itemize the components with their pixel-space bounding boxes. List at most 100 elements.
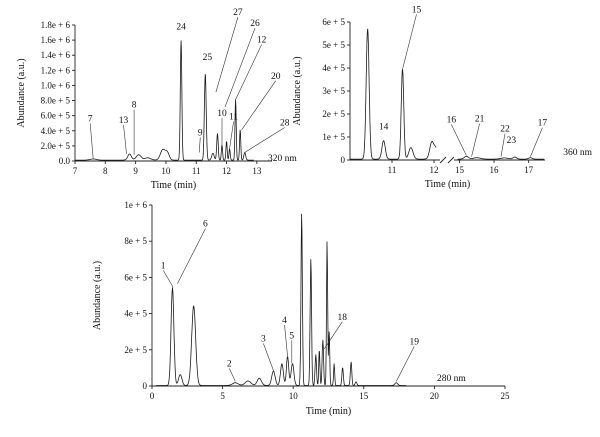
peak-leader-line bbox=[229, 368, 236, 382]
y-tick-label: 4.0e + 5 bbox=[41, 126, 71, 136]
y-tick-label: 0.0 bbox=[59, 156, 71, 166]
y-tick-label: 6e + 5 bbox=[124, 272, 147, 282]
peak-label: 10 bbox=[217, 109, 227, 119]
y-tick-label: 5e + 5 bbox=[322, 40, 345, 50]
chromatogram-trace bbox=[74, 40, 254, 161]
y-tick-label: 6.0e + 5 bbox=[41, 111, 71, 121]
peak-label: 22 bbox=[500, 125, 510, 135]
peak-leader-line bbox=[241, 80, 276, 130]
y-tick-label: 2e + 5 bbox=[124, 345, 147, 355]
peak-leader-line bbox=[235, 44, 262, 100]
peak-label: 9 bbox=[198, 128, 203, 138]
peak-label: 19 bbox=[410, 337, 420, 347]
x-tick-label: 15 bbox=[359, 391, 369, 401]
peak-label: 11 bbox=[229, 113, 238, 123]
peak-label: 4 bbox=[282, 316, 287, 326]
peak-label: 3 bbox=[261, 335, 266, 345]
axis-break-mark bbox=[439, 156, 447, 164]
x-axis-title: Time (min) bbox=[306, 406, 351, 417]
x-tick-label: 17 bbox=[524, 165, 534, 175]
peak-leader-line bbox=[198, 137, 201, 153]
y-tick-label: 0 bbox=[341, 155, 346, 165]
peak-label: 25 bbox=[203, 53, 213, 63]
y-tick-label: 4e + 5 bbox=[322, 63, 345, 73]
y-tick-label: 1.0e + 6 bbox=[41, 80, 71, 90]
y-tick-label: 1.4e + 6 bbox=[41, 50, 71, 60]
peak-leader-line bbox=[229, 121, 234, 149]
x-tick-label: 25 bbox=[501, 391, 511, 401]
peak-label: 16 bbox=[447, 116, 457, 126]
peak-label: 23 bbox=[507, 136, 517, 146]
peak-leader-line bbox=[177, 228, 206, 284]
y-axis-title: Abundance (a.u.) bbox=[292, 56, 303, 125]
x-tick-label: 11 bbox=[192, 166, 201, 176]
peak-leader-line bbox=[224, 28, 256, 108]
peak-leader-line bbox=[402, 14, 417, 70]
peak-leader-line bbox=[451, 124, 467, 156]
y-tick-label: 1e + 5 bbox=[322, 132, 345, 142]
x-tick-label: 12 bbox=[430, 165, 439, 175]
chromatogram-trace bbox=[349, 28, 437, 160]
chromatogram-320nm: 0.0 2.0e + 5 4.0e + 5 6.0e + 5 8.0e + 5 1.0e … bbox=[16, 8, 297, 191]
peak-label: 24 bbox=[176, 23, 186, 33]
y-tick-label: 1.6e + 6 bbox=[41, 35, 71, 45]
peak-label: 21 bbox=[475, 115, 485, 125]
y-tick-label: 0 bbox=[143, 381, 148, 391]
y-tick-label: 2.0e + 5 bbox=[41, 141, 71, 151]
peak-leader-line bbox=[396, 346, 415, 382]
y-tick-label: 2e + 5 bbox=[322, 109, 345, 119]
peak-label: 2 bbox=[227, 359, 232, 369]
x-tick-label: 8 bbox=[103, 166, 108, 176]
peak-leader-line bbox=[162, 270, 174, 288]
peak-label: 17 bbox=[538, 119, 548, 129]
x-tick-label: 5 bbox=[220, 391, 225, 401]
peak-leader-line bbox=[89, 123, 94, 159]
chromatogram-trace bbox=[457, 155, 545, 160]
peak-leader-line bbox=[471, 123, 480, 157]
chromatogram-360nm: 0 1e + 5 2e + 5 3e + 5 4e + 5 5e + 5 6e + 5 11 1… bbox=[292, 5, 593, 190]
peak-label: 20 bbox=[271, 72, 281, 82]
x-axis-title: Time (min) bbox=[151, 180, 196, 191]
y-axis-title: Abundance (a.u.) bbox=[92, 261, 103, 330]
chromatogram-280nm: 02e + 54e + 56e + 58e + 51e + 60 5 10 15 20 2… bbox=[92, 200, 510, 417]
y-tick-label: 1.8e + 6 bbox=[41, 20, 71, 30]
wavelength-label: 280 nm bbox=[437, 374, 466, 384]
peak-label: 1 bbox=[161, 261, 166, 271]
peak-label: 14 bbox=[379, 123, 389, 133]
y-axis-title: Abundance (a.u.) bbox=[16, 58, 27, 127]
x-tick-label: 20 bbox=[430, 391, 440, 401]
x-tick-label: 0 bbox=[150, 391, 155, 401]
peak-leader-line bbox=[324, 321, 343, 349]
axis-break-mark bbox=[447, 156, 455, 164]
x-tick-label: 13 bbox=[252, 166, 262, 176]
peak-leader-line bbox=[284, 325, 288, 357]
y-tick-label: 1e + 6 bbox=[124, 200, 147, 210]
x-tick-label: 9 bbox=[133, 166, 138, 176]
x-tick-label: 7 bbox=[73, 166, 78, 176]
peak-label: 12 bbox=[257, 36, 267, 46]
peak-label: 27 bbox=[233, 8, 243, 18]
peak-leader-line bbox=[215, 16, 239, 93]
peak-label: 5 bbox=[289, 331, 294, 341]
peak-leader-line bbox=[244, 127, 285, 153]
peak-label: 8 bbox=[132, 101, 137, 111]
y-tick-label: 8e + 5 bbox=[124, 236, 147, 246]
y-tick-label: 1.2e + 6 bbox=[41, 65, 71, 75]
peak-leader-line bbox=[530, 127, 543, 157]
peak-label: 15 bbox=[412, 5, 422, 15]
wavelength-label: 320 nm bbox=[268, 154, 297, 164]
peak-label: 7 bbox=[88, 114, 93, 124]
peak-leader-line bbox=[123, 124, 127, 154]
peak-leader-line bbox=[500, 133, 506, 157]
x-tick-label: 12 bbox=[222, 166, 231, 176]
y-tick-label: 4e + 5 bbox=[124, 309, 147, 319]
peak-label: 13 bbox=[119, 116, 129, 126]
y-tick-label: 6e + 5 bbox=[322, 17, 345, 27]
peak-label: 18 bbox=[338, 313, 348, 323]
x-axis-title: Time (min) bbox=[425, 179, 470, 190]
chromatogram-trace bbox=[156, 213, 407, 386]
x-tick-label: 10 bbox=[289, 391, 299, 401]
wavelength-label: 360 nm bbox=[563, 148, 592, 158]
x-tick-label: 15 bbox=[455, 165, 465, 175]
